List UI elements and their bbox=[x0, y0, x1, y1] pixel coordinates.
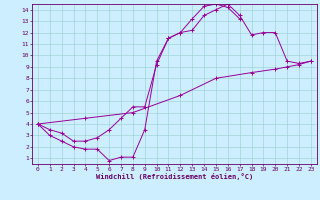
X-axis label: Windchill (Refroidissement éolien,°C): Windchill (Refroidissement éolien,°C) bbox=[96, 173, 253, 180]
